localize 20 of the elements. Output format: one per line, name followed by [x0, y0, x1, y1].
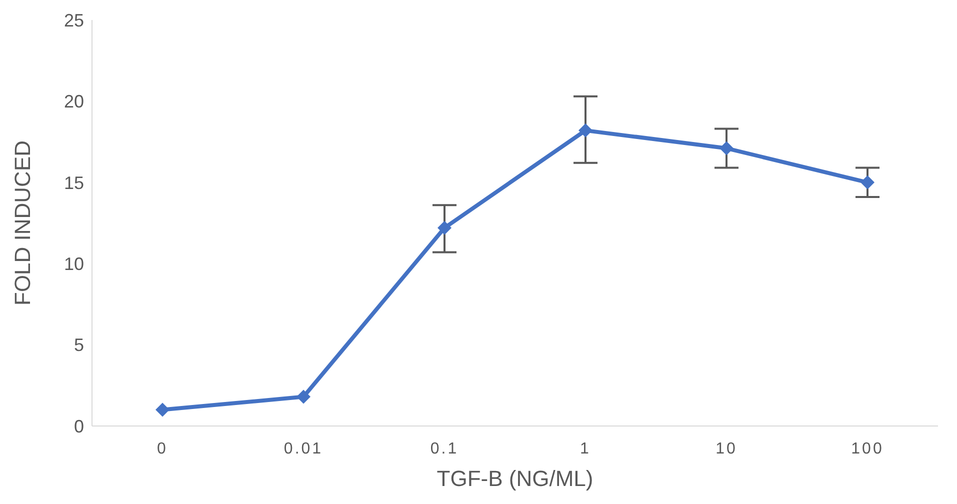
point: [156, 402, 170, 417]
x-tick-label: 100: [851, 440, 884, 458]
y-tick-label: 20: [64, 92, 84, 112]
point: [296, 390, 310, 404]
x-tick-label: 0: [157, 440, 168, 458]
y-tick-label: 25: [64, 10, 84, 30]
y-tick-label: 5: [74, 335, 84, 356]
x-tick-label: 0.01: [284, 440, 324, 458]
point: [720, 141, 734, 156]
x-tick-label: 1: [580, 440, 591, 458]
x-axis-title: TGF-B (NG/ML): [436, 466, 594, 491]
point: [438, 220, 452, 235]
y-axis-title: FOLD INDUCED: [10, 140, 35, 306]
y-tick-label: 10: [64, 254, 84, 274]
x-tick-label: 10: [716, 440, 738, 458]
point: [860, 175, 874, 190]
y-tick-label: 15: [64, 172, 84, 193]
y-tick-label: 0: [74, 416, 84, 436]
x-tick-label: 0.1: [430, 440, 459, 458]
point: [578, 123, 592, 138]
